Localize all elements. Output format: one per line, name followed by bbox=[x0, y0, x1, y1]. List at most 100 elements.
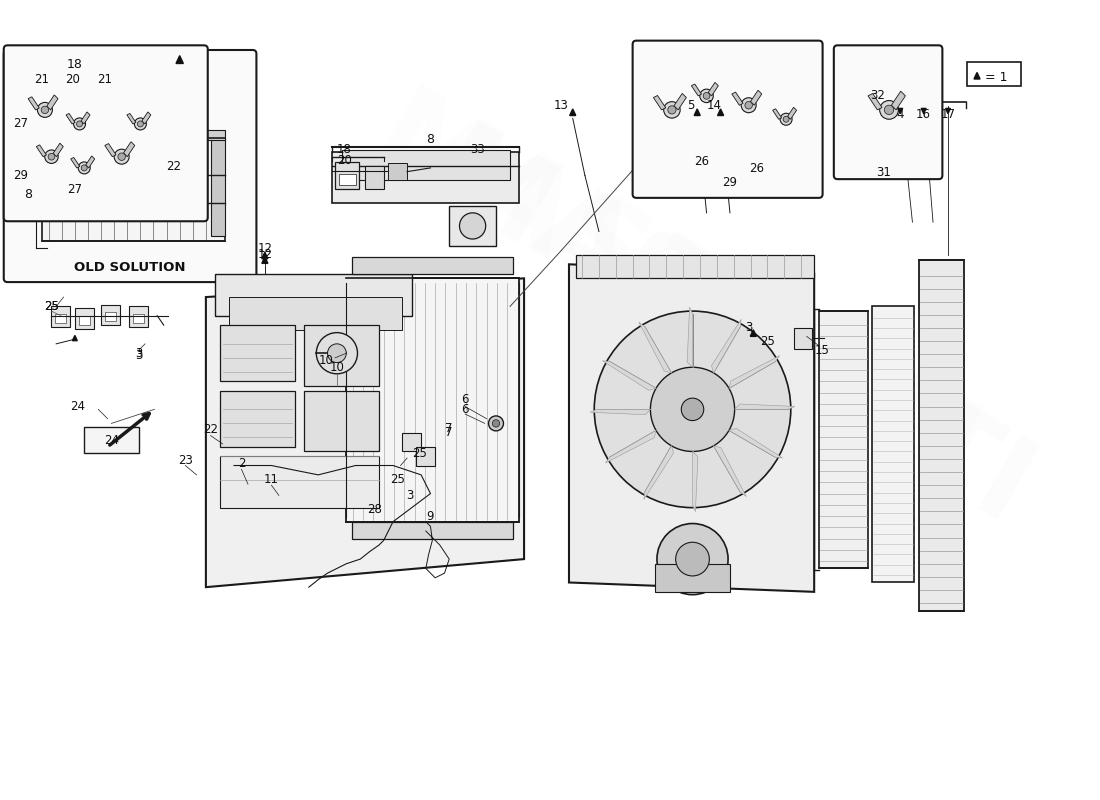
Circle shape bbox=[114, 149, 129, 164]
Bar bbox=[42, 130, 224, 140]
Polygon shape bbox=[708, 82, 718, 96]
Text: 28: 28 bbox=[367, 503, 382, 516]
Bar bbox=[55, 314, 66, 323]
Text: 5: 5 bbox=[688, 98, 694, 112]
Circle shape bbox=[650, 367, 735, 451]
Text: 18: 18 bbox=[337, 142, 352, 156]
Circle shape bbox=[77, 121, 82, 127]
Polygon shape bbox=[898, 108, 903, 114]
Text: 25: 25 bbox=[44, 300, 59, 313]
Polygon shape bbox=[674, 94, 686, 110]
Bar bbox=[342, 150, 510, 180]
Text: 16: 16 bbox=[916, 108, 932, 121]
Bar bbox=[575, 255, 814, 278]
Circle shape bbox=[138, 121, 143, 127]
Polygon shape bbox=[605, 430, 656, 463]
Bar bbox=[818, 311, 868, 569]
Bar bbox=[98, 93, 126, 119]
Bar bbox=[72, 106, 85, 118]
Polygon shape bbox=[126, 114, 136, 124]
Text: 14: 14 bbox=[706, 98, 722, 112]
Text: = 1: = 1 bbox=[986, 70, 1008, 84]
Bar bbox=[918, 260, 964, 610]
Circle shape bbox=[328, 344, 346, 362]
Text: 20: 20 bbox=[66, 74, 80, 86]
Polygon shape bbox=[570, 109, 575, 115]
Polygon shape bbox=[569, 264, 814, 592]
Bar bbox=[793, 328, 812, 349]
Text: MASERATI: MASERATI bbox=[410, 117, 1049, 552]
Polygon shape bbox=[123, 142, 135, 157]
Circle shape bbox=[780, 114, 792, 126]
Text: 33: 33 bbox=[470, 142, 485, 156]
Circle shape bbox=[675, 542, 710, 576]
Polygon shape bbox=[644, 446, 673, 499]
Polygon shape bbox=[750, 90, 762, 106]
Circle shape bbox=[74, 118, 86, 130]
Circle shape bbox=[741, 98, 756, 113]
Bar bbox=[352, 257, 513, 274]
Polygon shape bbox=[262, 252, 268, 258]
Text: 8: 8 bbox=[24, 188, 32, 201]
Bar bbox=[216, 274, 411, 316]
Circle shape bbox=[745, 102, 752, 109]
Text: 27: 27 bbox=[67, 183, 82, 196]
Polygon shape bbox=[70, 158, 79, 168]
Bar bbox=[129, 306, 147, 327]
Circle shape bbox=[594, 311, 791, 508]
FancyBboxPatch shape bbox=[3, 50, 256, 282]
Bar bbox=[365, 166, 384, 189]
Bar bbox=[304, 390, 380, 451]
Polygon shape bbox=[772, 109, 782, 119]
Circle shape bbox=[81, 165, 87, 171]
Bar bbox=[220, 325, 295, 382]
Bar bbox=[210, 138, 224, 236]
Circle shape bbox=[700, 89, 713, 102]
Circle shape bbox=[663, 102, 680, 118]
Polygon shape bbox=[47, 95, 58, 110]
Bar bbox=[37, 97, 58, 119]
Polygon shape bbox=[692, 84, 702, 96]
Circle shape bbox=[37, 102, 53, 118]
Text: 25: 25 bbox=[411, 447, 427, 460]
Text: 23: 23 bbox=[178, 454, 192, 467]
Circle shape bbox=[317, 333, 358, 374]
Bar bbox=[656, 564, 730, 592]
Polygon shape bbox=[750, 330, 757, 336]
Circle shape bbox=[668, 106, 676, 114]
Circle shape bbox=[45, 150, 58, 163]
Text: 12: 12 bbox=[257, 247, 273, 261]
Bar bbox=[75, 308, 94, 329]
Text: 26: 26 bbox=[694, 155, 710, 168]
Polygon shape bbox=[732, 92, 744, 106]
Bar bbox=[104, 312, 116, 322]
Text: 15: 15 bbox=[814, 344, 829, 357]
Text: MASERATI: MASERATI bbox=[354, 79, 993, 515]
Text: 21: 21 bbox=[34, 74, 50, 86]
Circle shape bbox=[134, 118, 146, 130]
Circle shape bbox=[703, 93, 710, 99]
Bar bbox=[388, 163, 407, 180]
Text: 21: 21 bbox=[97, 74, 112, 86]
Text: 17: 17 bbox=[940, 108, 956, 121]
Bar bbox=[101, 305, 120, 325]
Bar bbox=[339, 174, 355, 185]
Circle shape bbox=[41, 106, 48, 114]
Circle shape bbox=[681, 398, 704, 421]
Text: 7: 7 bbox=[446, 422, 453, 434]
Text: 20: 20 bbox=[337, 154, 352, 167]
Bar bbox=[346, 278, 519, 522]
Text: 3: 3 bbox=[135, 349, 142, 362]
Text: 8: 8 bbox=[427, 134, 434, 146]
Polygon shape bbox=[688, 307, 693, 367]
Polygon shape bbox=[891, 91, 905, 110]
Bar bbox=[417, 446, 436, 466]
Bar bbox=[332, 152, 519, 203]
Polygon shape bbox=[81, 112, 90, 124]
Circle shape bbox=[884, 106, 893, 114]
Text: 10: 10 bbox=[318, 354, 333, 367]
Polygon shape bbox=[946, 108, 950, 114]
Bar bbox=[67, 97, 88, 121]
Text: 24: 24 bbox=[103, 434, 119, 446]
Polygon shape bbox=[653, 95, 666, 110]
